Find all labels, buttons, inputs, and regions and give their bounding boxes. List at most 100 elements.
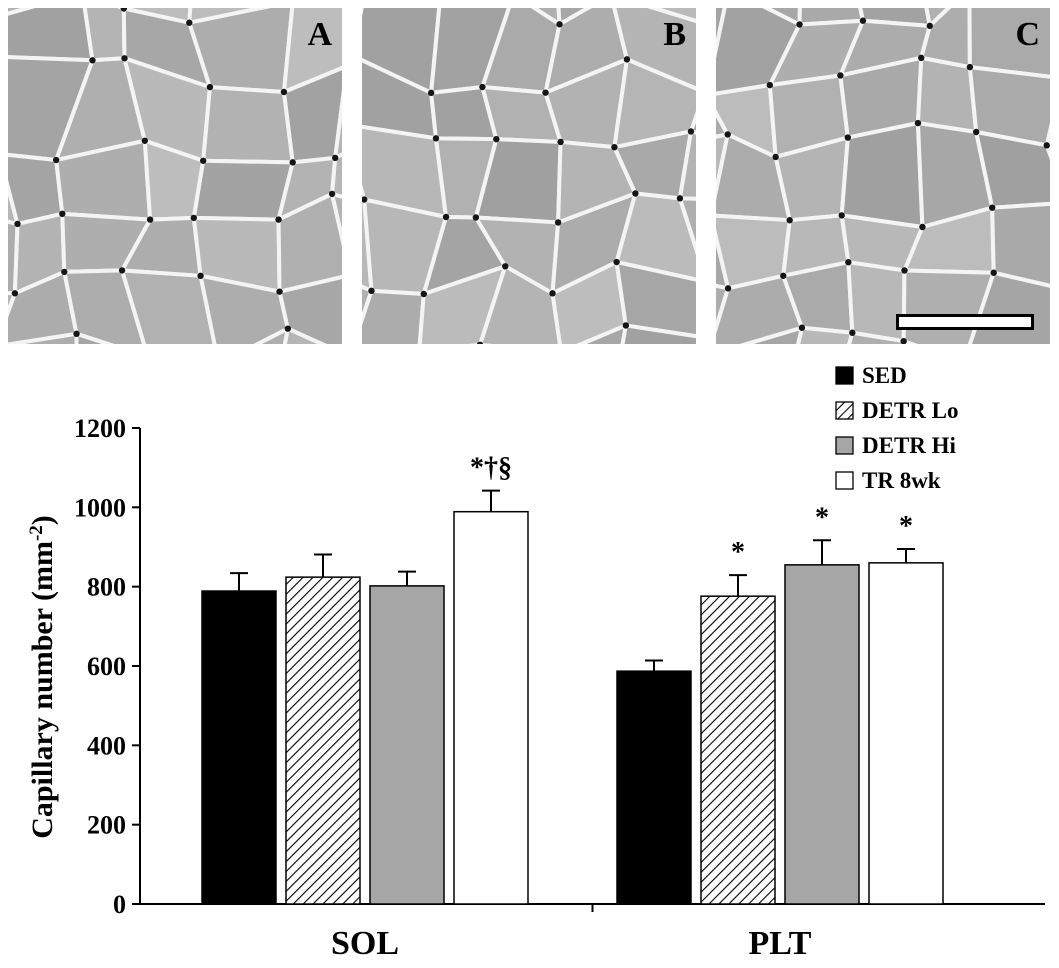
y-tick-label: 200 xyxy=(87,811,126,840)
bar xyxy=(616,670,692,905)
capillary-dot xyxy=(849,329,856,336)
capillary-dot xyxy=(284,325,292,332)
capillary-dot xyxy=(420,290,427,298)
capillary-dot xyxy=(549,290,556,297)
capillary-dot xyxy=(89,57,96,64)
capillary-dot xyxy=(493,135,500,143)
legend-swatch xyxy=(835,401,854,420)
capillary-dot xyxy=(796,21,803,28)
capillary-dot xyxy=(331,154,339,162)
capillary-dot xyxy=(622,322,630,329)
capillary-dot xyxy=(472,214,480,221)
bar xyxy=(868,562,944,905)
significance-annotation: * xyxy=(815,502,829,533)
y-tick-label: 1200 xyxy=(74,414,126,443)
capillary-dot xyxy=(676,195,684,202)
capillary-dot xyxy=(786,216,793,224)
micrograph-panel-a: A xyxy=(8,8,342,344)
capillary-dot xyxy=(919,223,926,231)
bar xyxy=(201,590,277,905)
panel-letter: A xyxy=(307,16,332,53)
capillary-dot xyxy=(502,263,509,270)
muscle-fiber xyxy=(839,121,925,229)
capillary-dot xyxy=(766,81,774,89)
capillary-dot xyxy=(687,128,695,135)
muscle-fiber xyxy=(620,323,696,344)
legend-swatch xyxy=(835,436,854,455)
muscle-fiber xyxy=(990,201,1050,288)
scale-bar xyxy=(896,314,1034,330)
muscle-fiber xyxy=(191,158,295,222)
capillary-dot xyxy=(554,219,562,226)
capillary-dot xyxy=(118,267,126,274)
muscle-fiber xyxy=(677,129,696,201)
legend-swatch xyxy=(835,366,854,385)
capillary-dot xyxy=(328,190,336,198)
panel-letter: B xyxy=(663,16,686,53)
muscle-fiber xyxy=(739,325,804,344)
capillary-dot xyxy=(141,137,149,144)
bar xyxy=(285,576,361,905)
capillary-dot xyxy=(632,190,639,197)
capillary-dot xyxy=(972,128,980,136)
legend-label: DETR Hi xyxy=(862,433,957,458)
capillary-dot xyxy=(199,157,207,164)
muscle-fiber xyxy=(417,264,508,344)
legend-label: DETR Lo xyxy=(862,398,959,423)
capillary-dot xyxy=(276,288,283,295)
muscle-fiber xyxy=(62,268,147,344)
capillary-dot xyxy=(926,22,933,30)
muscle-fiber xyxy=(974,130,1050,210)
y-tick-label: 600 xyxy=(87,652,126,681)
capillary-dot xyxy=(780,272,787,279)
capillary-dot xyxy=(845,259,852,266)
muscle-fiber xyxy=(330,152,342,199)
x-category-label: PLT xyxy=(748,925,811,962)
muscle-fiber xyxy=(282,326,327,344)
chart-legend: SED DETR Lo DETR Hi TR 8wk xyxy=(835,363,959,493)
x-category-label: SOL xyxy=(331,925,399,962)
capillary-dot xyxy=(197,272,204,280)
capillary-dot xyxy=(59,210,66,218)
capillary-dot xyxy=(61,268,68,276)
capillary-dot xyxy=(73,330,80,338)
capillary-dot xyxy=(798,324,806,331)
capillary-dot xyxy=(146,216,154,223)
capillary-dot xyxy=(988,204,996,211)
y-tick-label: 400 xyxy=(87,731,126,760)
significance-annotation: *†§ xyxy=(470,453,512,484)
capillary-dot xyxy=(900,337,907,344)
capillary-dot xyxy=(275,216,282,223)
bar xyxy=(453,510,529,905)
capillary-dot xyxy=(623,56,631,63)
capillary-dot xyxy=(479,83,486,91)
capillary-dot xyxy=(914,119,922,127)
muscle-fiber xyxy=(1044,122,1050,148)
capillary-dot xyxy=(918,54,925,62)
muscle-fiber xyxy=(253,326,290,344)
micrograph-image xyxy=(716,8,1050,344)
muscle-fiber xyxy=(120,268,217,344)
significance-annotation: * xyxy=(731,537,745,568)
bar xyxy=(784,564,860,905)
capillary-dot xyxy=(966,63,974,71)
y-tick-label: 1000 xyxy=(74,493,126,522)
capillary-dot xyxy=(120,8,128,12)
capillary-dot xyxy=(611,143,618,151)
legend-swatch xyxy=(835,471,854,490)
capillary-dot xyxy=(280,88,288,96)
muscle-fiber xyxy=(330,191,342,247)
capillary-dot xyxy=(724,285,732,292)
capillary-dot xyxy=(901,267,908,274)
capillary-bar-chart: 0 200 400 600 800 1000 1200 SOL PLT *†§ * * * SED DE… xyxy=(26,363,1045,962)
capillary-dot xyxy=(844,134,852,141)
capillary-dot xyxy=(772,153,779,161)
micrograph-panel-b: B xyxy=(362,8,696,344)
muscle-fiber xyxy=(201,85,295,165)
capillary-dot xyxy=(442,213,450,221)
chart-bars: *†§ * * * xyxy=(201,453,944,905)
muscle-fiber xyxy=(277,275,342,344)
muscle-fiber xyxy=(8,152,65,226)
capillary-dot xyxy=(613,258,620,266)
capillary-dot xyxy=(52,156,60,164)
